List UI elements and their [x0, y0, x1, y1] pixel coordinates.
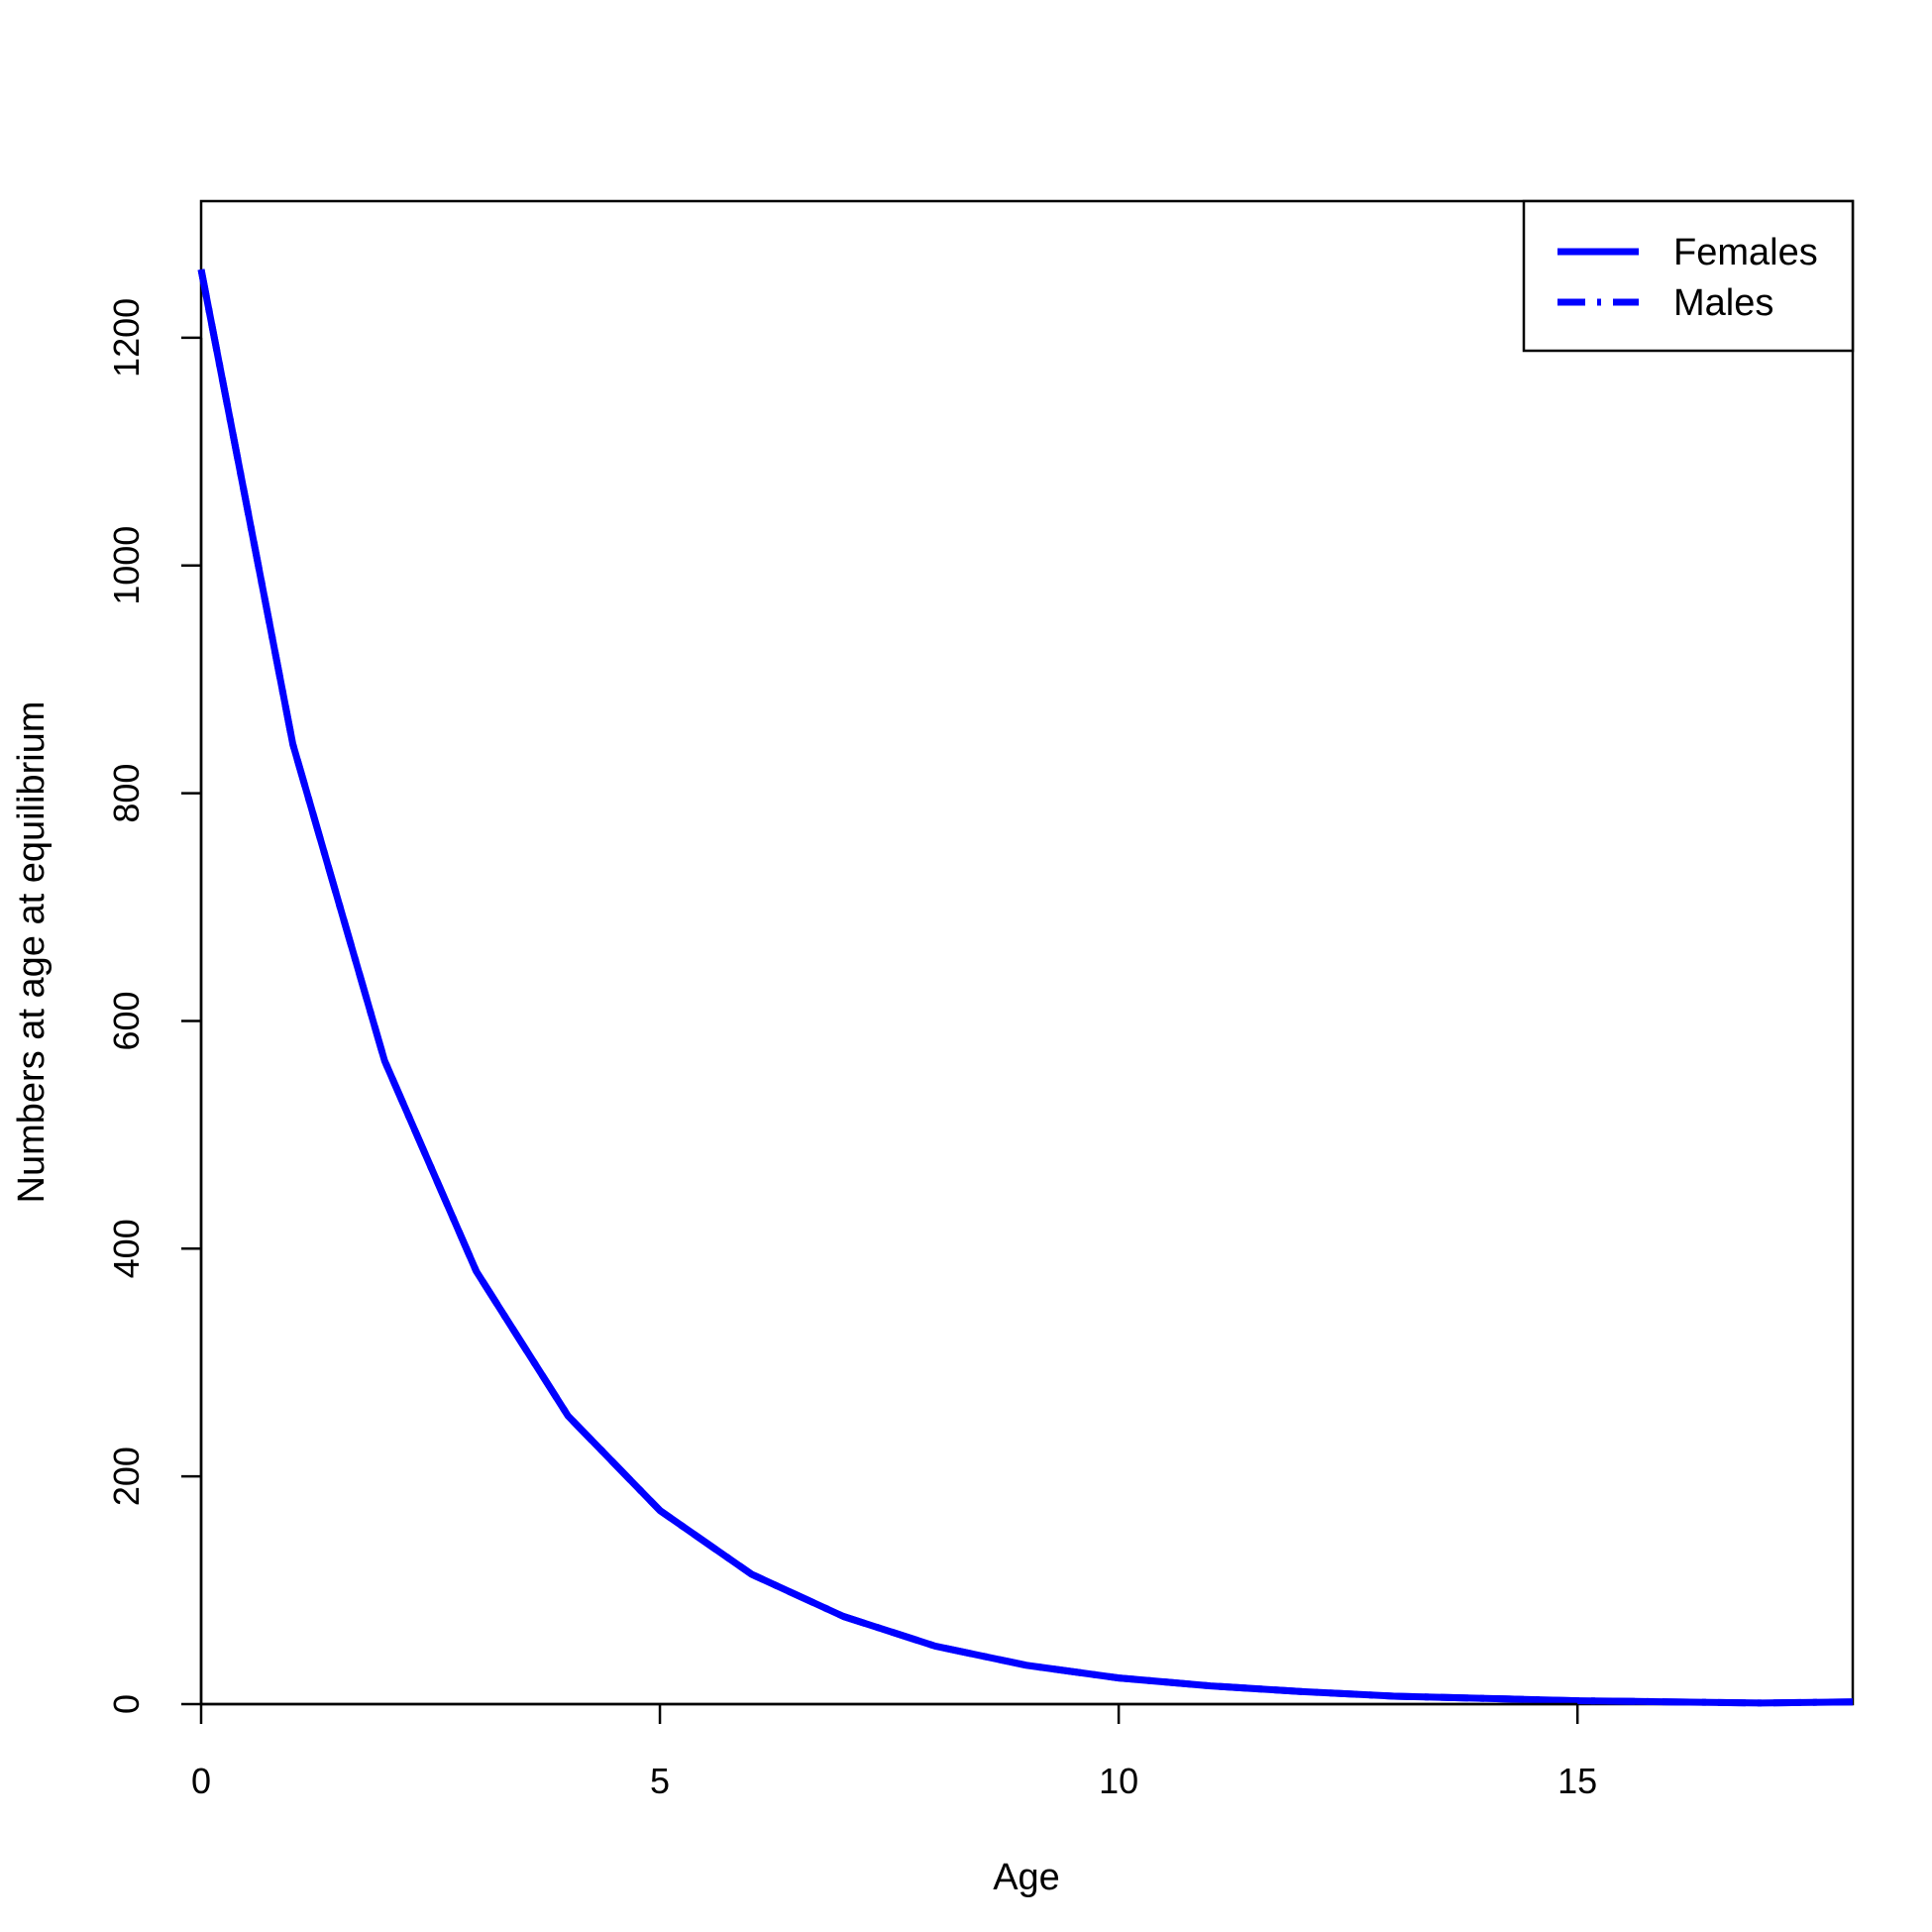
legend-label-females: Females — [1673, 232, 1818, 273]
y-tick-label: 1000 — [106, 526, 147, 605]
y-tick-label: 0 — [106, 1694, 147, 1714]
legend-label-males: Males — [1673, 282, 1773, 324]
x-axis: 0 5 10 15 — [191, 1702, 1597, 1801]
series-layer — [197, 268, 1854, 1707]
y-axis: 0 200 400 600 800 1000 1200 — [106, 298, 203, 1714]
y-tick-label: 1200 — [106, 298, 147, 377]
series-line-males — [197, 268, 1854, 1707]
x-tick-label: 0 — [191, 1761, 211, 1801]
y-tick-label: 800 — [106, 764, 147, 823]
x-tick-label: 10 — [1099, 1761, 1138, 1801]
legend-box — [1522, 199, 1855, 353]
y-axis-label: Numbers at age at equilibrium — [11, 701, 53, 1204]
x-tick-label: 5 — [650, 1761, 670, 1801]
y-tick-label: 400 — [106, 1219, 147, 1278]
y-tick-label: 600 — [106, 991, 147, 1050]
series-line-females — [197, 268, 1854, 1707]
x-tick-label: 15 — [1557, 1761, 1597, 1801]
legend: Females Males — [1522, 199, 1855, 353]
y-tick-label: 200 — [106, 1447, 147, 1506]
plot-box — [199, 199, 1855, 1706]
x-axis-label: Age — [993, 1857, 1060, 1898]
